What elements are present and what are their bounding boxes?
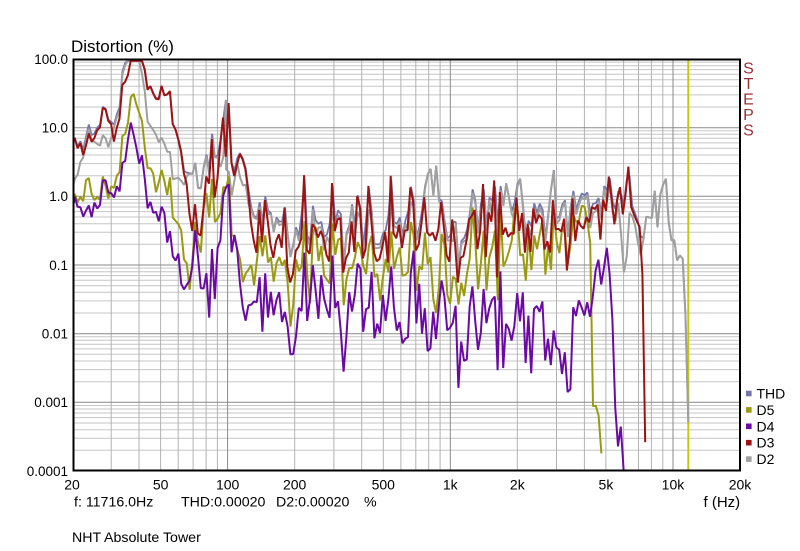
svg-text:0.0001: 0.0001 [27, 464, 68, 479]
svg-text:2k: 2k [510, 477, 526, 493]
svg-text:5k: 5k [599, 477, 615, 493]
svg-text:%: % [364, 495, 377, 511]
svg-text:0.1: 0.1 [49, 258, 68, 273]
svg-text:20k: 20k [729, 477, 753, 493]
svg-text:100.0: 100.0 [34, 52, 68, 67]
svg-text:T: T [744, 76, 754, 93]
svg-text:1.0: 1.0 [49, 189, 68, 204]
svg-text:20: 20 [64, 477, 80, 493]
svg-text:E: E [743, 92, 754, 109]
svg-text:D2: D2 [757, 451, 775, 467]
svg-text:D2:0.00020: D2:0.00020 [276, 495, 349, 511]
svg-text:0.001: 0.001 [34, 395, 68, 410]
svg-text:0.01: 0.01 [42, 327, 68, 342]
svg-text:f (Hz): f (Hz) [704, 494, 741, 511]
svg-text:50: 50 [153, 477, 169, 493]
svg-text:10.0: 10.0 [42, 121, 68, 136]
svg-text:D5: D5 [757, 402, 775, 418]
svg-text:THD:0.00020: THD:0.00020 [181, 495, 265, 511]
svg-text:P: P [743, 107, 754, 124]
svg-text:NHT Absolute Tower: NHT Absolute Tower [72, 530, 201, 546]
svg-text:100: 100 [216, 477, 240, 493]
svg-text:500: 500 [372, 477, 396, 493]
svg-text:10k: 10k [662, 477, 686, 493]
svg-text:1k: 1k [443, 477, 459, 493]
svg-text:Distortion (%): Distortion (%) [71, 37, 174, 56]
svg-text:D3: D3 [757, 435, 775, 451]
svg-text:S: S [743, 123, 754, 140]
svg-text:f: 11716.0Hz: f: 11716.0Hz [74, 495, 153, 511]
svg-text:D4: D4 [757, 418, 775, 434]
svg-text:200: 200 [283, 477, 307, 493]
svg-text:THD: THD [757, 386, 786, 402]
svg-text:S: S [743, 61, 754, 78]
